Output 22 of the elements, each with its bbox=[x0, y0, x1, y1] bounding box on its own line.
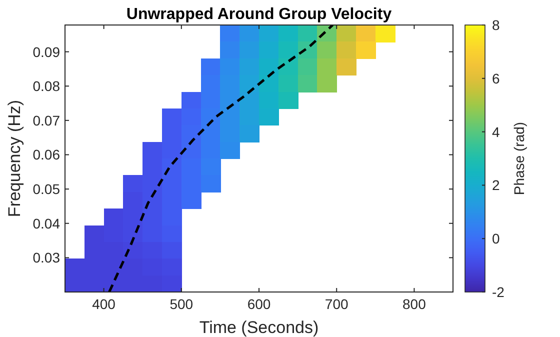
x-tick-label: 400 bbox=[92, 296, 116, 312]
y-tick-label: 0.03 bbox=[32, 250, 60, 266]
color-bar-label: 0 bbox=[492, 230, 500, 247]
color-bar-label: 4 bbox=[492, 124, 500, 140]
color-bar-label: 2 bbox=[492, 177, 500, 194]
y-tick-label: 0.09 bbox=[32, 44, 60, 60]
y-axis-title: Frequency (Hz) bbox=[5, 100, 24, 218]
x-tick-label: 800 bbox=[402, 296, 426, 312]
y-tick-label: 0.07 bbox=[32, 112, 60, 128]
color-bar-label: 8 bbox=[492, 17, 500, 33]
x-tick-label: 600 bbox=[247, 296, 271, 312]
chart-title: Unwrapped Around Group Velocity bbox=[126, 6, 392, 23]
y-tick-label: 0.04 bbox=[32, 215, 60, 232]
y-tick-label: 0.06 bbox=[32, 146, 60, 163]
y-tick-label: 0.05 bbox=[32, 181, 60, 198]
y-tick-label: 0.08 bbox=[32, 78, 60, 94]
color-bar-title: Phase (rad) bbox=[511, 122, 527, 196]
color-bar-label: -2 bbox=[492, 284, 505, 300]
x-axis-title: Time (Seconds) bbox=[199, 318, 319, 337]
x-tick-label: 700 bbox=[324, 296, 348, 312]
x-tick-label: 500 bbox=[170, 296, 194, 312]
color-bar-label: 6 bbox=[492, 70, 500, 86]
